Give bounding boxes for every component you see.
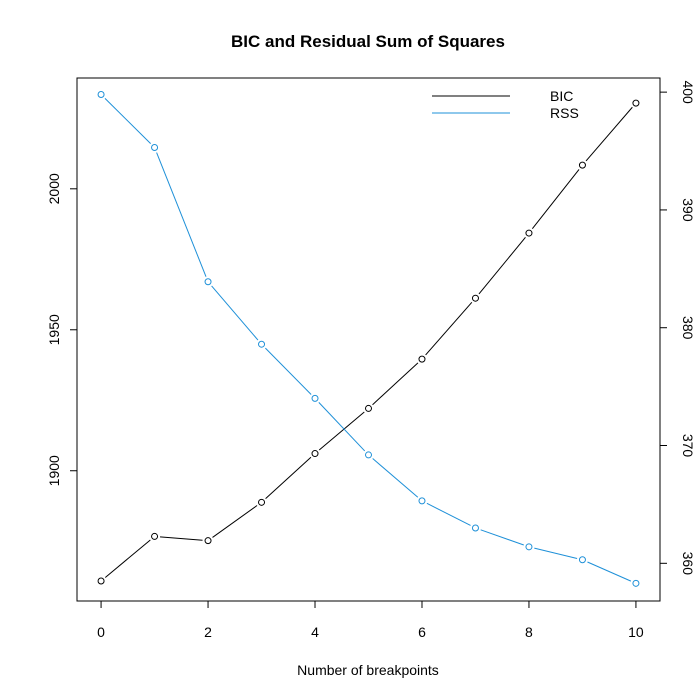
- series-rss: [97, 90, 640, 587]
- x-tick-label: 8: [525, 624, 533, 640]
- legend-label: RSS: [550, 105, 579, 121]
- series-segment: [212, 505, 258, 538]
- data-point: [471, 524, 479, 532]
- axes-group: 0 2 4 6 8 10 1900 1950 2000 360 370 380 390 400: [46, 80, 696, 640]
- x-axis-title: Number of breakpoints: [297, 662, 439, 678]
- y-left-tick-label: 1900: [46, 455, 62, 486]
- series-segment: [426, 502, 471, 526]
- series-segment: [372, 362, 419, 406]
- series-segment: [159, 536, 203, 541]
- series-segment: [318, 402, 366, 452]
- data-point: [418, 497, 426, 505]
- y-right-tick-label: 370: [680, 434, 696, 458]
- data-point: [97, 577, 105, 585]
- series-segment: [104, 98, 152, 144]
- y-right-tick-label: 390: [680, 198, 696, 222]
- data-point: [311, 450, 319, 458]
- data-point: [578, 161, 586, 169]
- y-right-tick-label: 380: [680, 316, 696, 340]
- series-segment: [156, 152, 207, 277]
- y-left-tick-label: 2000: [46, 173, 62, 204]
- series-segment: [265, 456, 312, 499]
- y-left-tick-label: 1950: [46, 314, 62, 345]
- data-point: [204, 537, 212, 545]
- data-point: [258, 498, 266, 506]
- x-tick-label: 4: [311, 624, 319, 640]
- data-point: [365, 451, 372, 459]
- data-point: [578, 556, 586, 564]
- series-segment: [265, 347, 312, 395]
- legend-label: BIC: [550, 88, 573, 104]
- data-point: [418, 355, 426, 363]
- series-segment: [531, 169, 580, 230]
- data-point: [311, 394, 319, 402]
- series-segment: [478, 237, 526, 295]
- data-point: [632, 579, 640, 587]
- series-segment: [585, 106, 633, 162]
- data-point: [471, 294, 479, 302]
- x-tick-label: 0: [97, 624, 105, 640]
- data-point: [151, 143, 159, 151]
- data-point: [525, 229, 533, 237]
- data-point: [97, 90, 105, 98]
- y-right-tick-label: 360: [680, 552, 696, 576]
- x-tick-label: 6: [418, 624, 426, 640]
- data-point: [204, 278, 212, 286]
- series-segment: [587, 561, 632, 582]
- x-tick-label: 2: [204, 624, 212, 640]
- series-segment: [211, 285, 259, 341]
- series-segment: [318, 411, 365, 451]
- data-point: [365, 404, 372, 412]
- series-segment: [104, 539, 151, 578]
- data-point: [632, 99, 640, 107]
- chart-title: BIC and Residual Sum of Squares: [231, 32, 505, 51]
- series-bic: [97, 99, 640, 585]
- x-tick-label: 10: [628, 624, 644, 640]
- data-point: [525, 543, 533, 551]
- series-segment: [534, 547, 578, 559]
- series-group: [97, 90, 640, 587]
- data-point: [151, 532, 159, 540]
- series-segment: [480, 529, 524, 546]
- series-segment: [425, 301, 473, 356]
- data-point: [258, 340, 266, 348]
- y-right-tick-label: 400: [680, 80, 696, 104]
- series-segment: [372, 458, 419, 498]
